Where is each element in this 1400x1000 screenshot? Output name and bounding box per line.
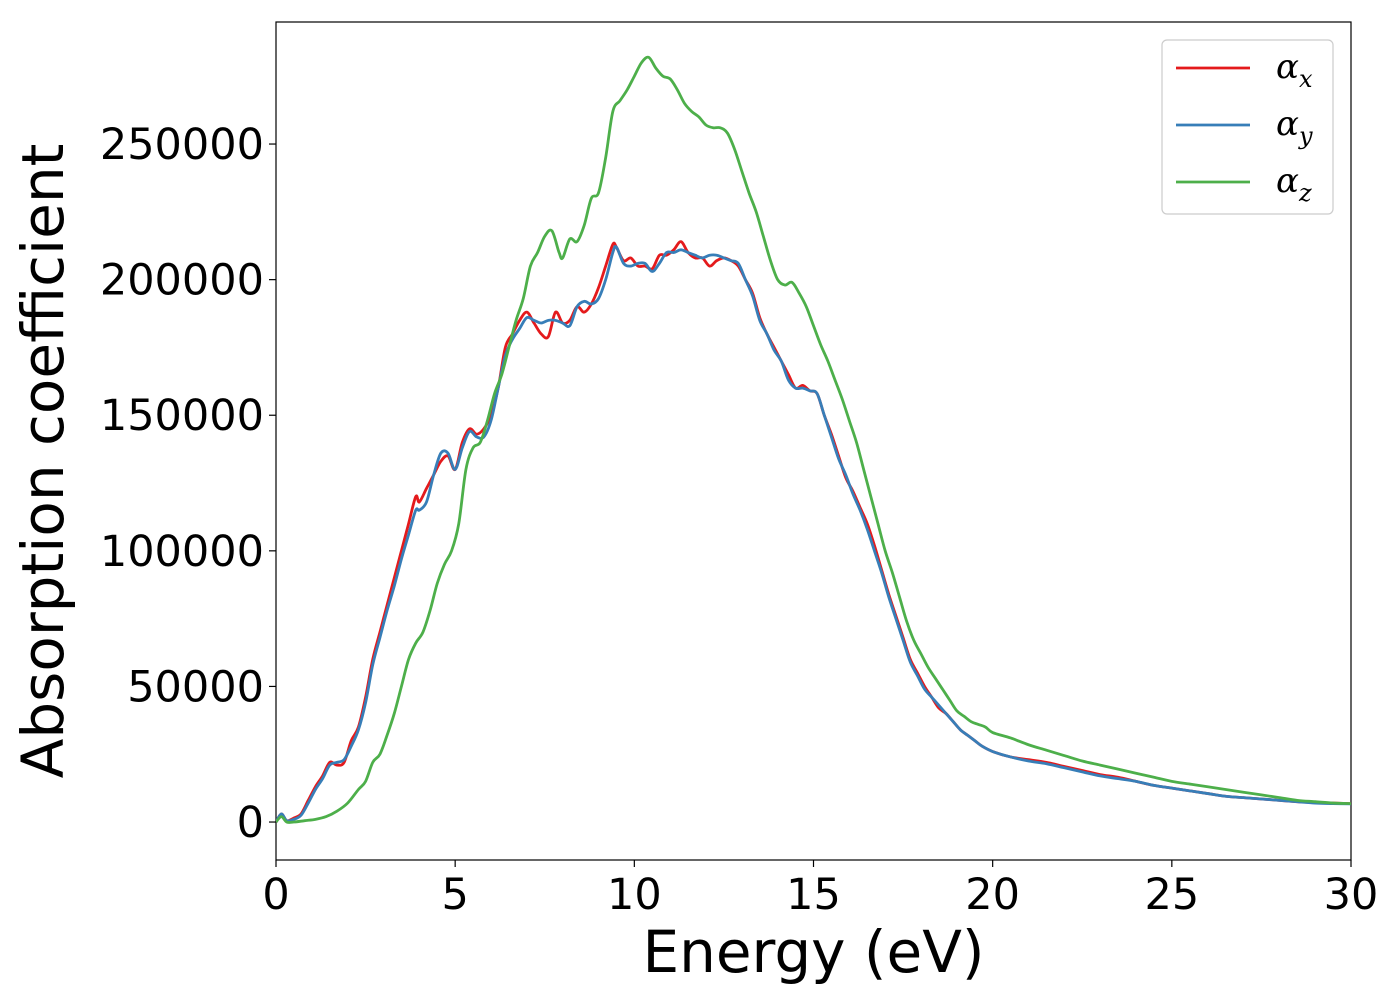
y-tick-label: 50000 [127,662,264,712]
x-tick-label: 30 [1324,870,1379,920]
y-tick-label: 250000 [100,120,264,170]
y-tick-label: 150000 [100,391,264,441]
y-tick-label: 0 [237,798,264,848]
legend: αx αy αz [1161,39,1334,215]
legend-items: αx αy αz [1176,47,1313,207]
legend-label-x: αx [1276,47,1313,93]
y-tick-label: 100000 [100,527,264,577]
y-axis-ticks: 0 50000 100000 150000 200000 250000 [100,120,276,848]
y-axis-title: Absorption coefficient [9,144,77,779]
x-tick-label: 15 [786,870,841,920]
plot-area: 0 5 10 15 20 25 30 0 50000 100000 150000 200000 250… [100,21,1378,920]
legend-label-z: αz [1276,161,1312,207]
x-tick-label: 5 [441,870,468,920]
legend-box [1161,39,1334,215]
series-lines [276,55,1351,824]
x-tick-label: 10 [607,870,662,920]
series-line-z [276,55,1351,824]
legend-item-x: αx [1176,47,1313,93]
series-line-y [276,245,1351,823]
y-tick-label: 200000 [100,256,264,306]
x-axis-ticks: 0 5 10 15 20 25 30 [262,860,1378,920]
x-tick-label: 25 [1144,870,1199,920]
legend-item-z: αz [1176,161,1312,207]
x-axis-title: Energy (eV) [642,918,984,986]
x-tick-label: 0 [262,870,289,920]
legend-label-y: αy [1276,104,1313,150]
legend-item-y: αy [1176,104,1313,150]
x-tick-label: 20 [965,870,1020,920]
